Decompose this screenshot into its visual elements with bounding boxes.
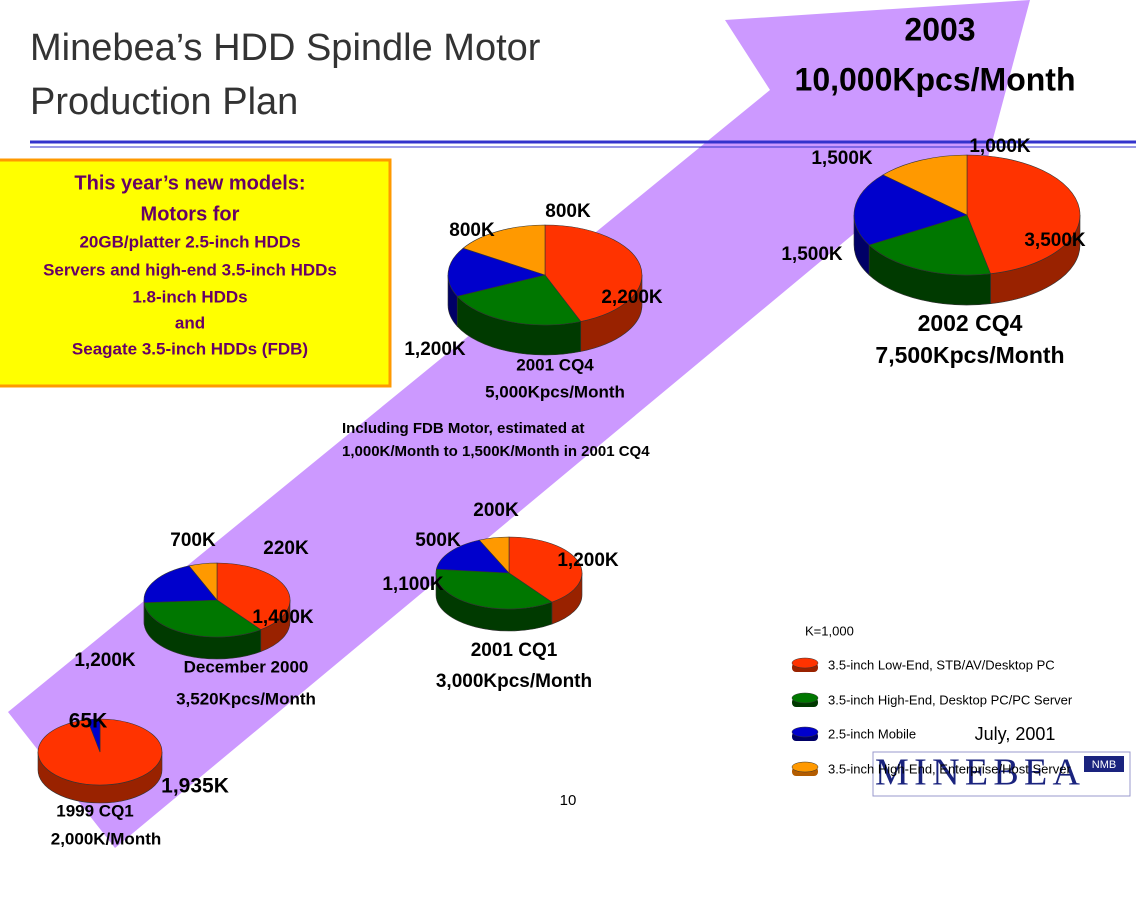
pie-slice (87, 718, 101, 753)
pie-subtitle: 3,000Kpcs/Month (436, 671, 592, 692)
legend-swatch (791, 692, 819, 704)
unit-note: K=1,000 (805, 623, 854, 638)
pie-slice (143, 565, 218, 603)
value-label: 700K (170, 530, 216, 551)
pie (435, 536, 583, 632)
goal-amount: 10,000Kpcs/Month (795, 61, 1076, 97)
note: 1,000K/Month to 1,500K/Month in 2001 CQ4 (342, 443, 650, 460)
value-label: 1,500K (781, 244, 843, 265)
value-label: 1,400K (252, 607, 314, 628)
legend-swatch (791, 761, 819, 773)
pie-subtitle: 7,500Kpcs/Month (875, 342, 1064, 368)
page-number: 10 (560, 792, 577, 809)
pie-slice (188, 562, 218, 601)
value-label: 800K (449, 220, 495, 241)
logo-mark-box (1084, 756, 1124, 772)
pie (37, 718, 163, 804)
pie-subtitle: 5,000Kpcs/Month (485, 382, 625, 401)
value-label: 200K (473, 500, 519, 521)
date: July, 2001 (975, 724, 1056, 744)
new-models-line: Seagate 3.5-inch HDDs (FDB) (72, 339, 308, 358)
pie-slice (436, 539, 510, 574)
value-label: 1,200K (404, 339, 466, 360)
pie-slice (435, 568, 553, 610)
value-label: 1,500K (811, 148, 873, 169)
value-label: 800K (545, 201, 591, 222)
value-label: 65K (69, 710, 108, 733)
legend-label: 3.5-inch High-End, Enterprise/Host Serve… (828, 761, 1071, 776)
value-label: 1,100K (382, 574, 444, 595)
value-label: 1,200K (557, 550, 619, 571)
legend-label: 2.5-inch Mobile (828, 726, 916, 741)
pie-title: 2001 CQ1 (471, 640, 558, 661)
pie-slice (544, 224, 643, 322)
pie-slice (462, 224, 546, 276)
pie-subtitle: 2,000K/Month (51, 829, 162, 848)
new-models-line: Servers and high-end 3.5-inch HDDs (43, 260, 337, 279)
pie-title: 2001 CQ4 (516, 355, 594, 374)
value-label: 1,200K (74, 650, 136, 671)
pie-slice (216, 562, 291, 630)
pie-title: 1999 CQ1 (56, 801, 134, 820)
pie-slice (966, 154, 1081, 275)
pie-slice (447, 247, 547, 297)
pie-slice (853, 174, 968, 246)
slide-title: Minebea’s HDD Spindle Motor (30, 27, 541, 69)
value-label: 1,935K (161, 775, 229, 798)
value-label: 1,000K (969, 136, 1031, 157)
new-models-line: This year’s new models: (74, 172, 305, 194)
pie-title: 2002 CQ4 (918, 310, 1023, 336)
new-models-line: and (175, 313, 205, 332)
pie (447, 224, 643, 356)
new-models-line: Motors for (141, 203, 240, 225)
legend-label: 3.5-inch High-End, Desktop PC/PC Server (828, 692, 1073, 707)
legend-swatch (791, 726, 819, 738)
value-label: 2,200K (601, 287, 663, 308)
pie (853, 154, 1081, 306)
legend-label: 3.5-inch Low-End, STB/AV/Desktop PC (828, 657, 1055, 672)
pie-slice (478, 536, 510, 574)
slide-title: Production Plan (30, 81, 298, 123)
value-label: 220K (263, 538, 309, 559)
new-models-line: 1.8-inch HDDs (132, 287, 247, 306)
note: Including FDB Motor, estimated at (342, 420, 585, 437)
value-label: 500K (415, 530, 461, 551)
value-label: 3,500K (1024, 230, 1086, 251)
pie-slice (508, 536, 583, 603)
pie-slice (143, 599, 262, 638)
pie (143, 562, 291, 660)
pie-subtitle: 3,520Kpcs/Month (176, 689, 316, 708)
legend-swatch (791, 657, 819, 669)
pie-slice (868, 214, 991, 276)
pie-slice (882, 154, 968, 216)
new-models-line: 20GB/platter 2.5-inch HDDs (79, 232, 300, 251)
new-models-box (0, 158, 392, 388)
pie-slice (456, 274, 582, 326)
pie-title: December 2000 (184, 657, 309, 676)
goal-year: 2003 (904, 11, 975, 47)
logo-mark: NMB (1092, 759, 1116, 771)
